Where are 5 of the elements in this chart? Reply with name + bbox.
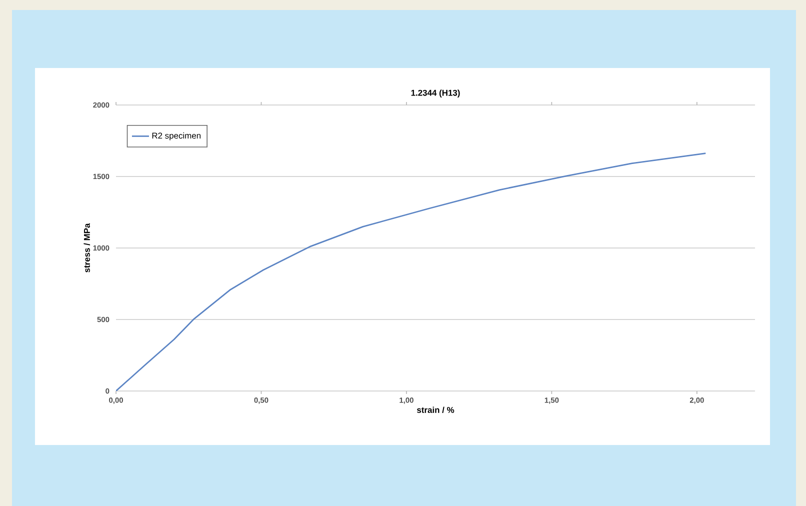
y-axis-title: stress / MPa bbox=[84, 223, 90, 272]
line-series bbox=[116, 152, 706, 391]
chart-title: 1.2344 (H13) bbox=[411, 90, 460, 98]
legend-label: R2 specimen bbox=[152, 132, 201, 140]
x-axis-title: strain / % bbox=[416, 406, 454, 414]
